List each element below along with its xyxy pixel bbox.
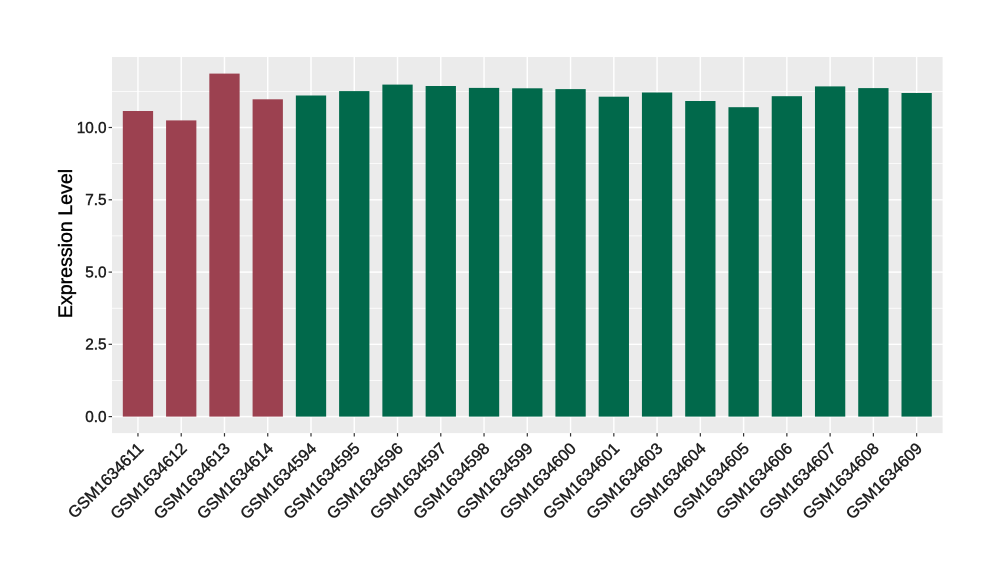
svg-text:5.0: 5.0 [85,264,106,281]
svg-text:0.0: 0.0 [85,409,106,426]
svg-text:10.0: 10.0 [77,120,107,137]
svg-text:7.5: 7.5 [85,192,106,209]
svg-text:GSM1634611: GSM1634611 [65,440,148,523]
svg-text:2.5: 2.5 [85,337,106,354]
svg-text:Expression Level: Expression Level [55,169,77,318]
svg-text:GSM1634609: GSM1634609 [843,440,926,523]
